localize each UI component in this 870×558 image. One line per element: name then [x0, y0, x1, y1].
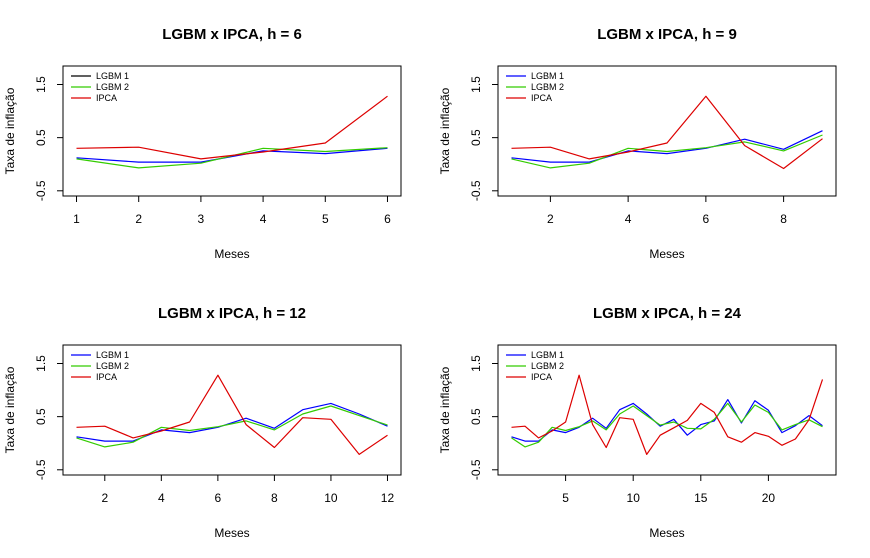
y-tick-label: 1.5 — [469, 76, 483, 93]
legend-entry: IPCA — [531, 93, 552, 103]
legend-entry: LGBM 2 — [96, 82, 129, 92]
y-axis-label: Taxa de inflação — [438, 366, 452, 453]
legend-entry: LGBM 2 — [531, 361, 564, 371]
chart-title: LGBM x IPCA, h = 12 — [158, 305, 306, 322]
chart-panel-2: LGBM x IPCA, h = 9 2 4 6 8 -0.5 0.5 1.5 Meses Tax… — [438, 26, 837, 261]
x-tick-label: 4 — [625, 212, 632, 226]
series-line-ipca — [76, 374, 388, 455]
y-tick-label: 1.5 — [469, 355, 483, 372]
x-tick-label: 10 — [627, 491, 641, 505]
x-tick-label: 8 — [271, 491, 278, 505]
x-axis-label: Meses — [214, 526, 249, 540]
chart-title: LGBM x IPCA, h = 9 — [597, 26, 737, 43]
x-tick-label: 4 — [158, 491, 165, 505]
x-tick-label: 4 — [260, 212, 267, 226]
legend-entry: LGBM 1 — [531, 350, 564, 360]
legend-entry: IPCA — [96, 372, 117, 382]
series-line-lgbm2 — [511, 402, 823, 448]
series-line-ipca — [76, 95, 388, 160]
y-tick-label: 1.5 — [34, 355, 48, 372]
x-tick-label: 20 — [762, 491, 776, 505]
plot-frame — [497, 344, 837, 476]
series-line-lgbm2 — [76, 147, 388, 169]
series-line-ipca — [511, 95, 823, 170]
legend-entry: IPCA — [96, 93, 117, 103]
legend-entry: LGBM 1 — [96, 350, 129, 360]
x-tick-label: 10 — [324, 491, 338, 505]
x-tick-label: 6 — [703, 212, 710, 226]
chart-panel-1: LGBM x IPCA, h = 6 1 2 3 4 5 6 -0.5 0.5 1.5 Meses T… — [3, 26, 402, 261]
series-line-lgbm2 — [511, 134, 823, 169]
chart-title: LGBM x IPCA, h = 6 — [162, 26, 302, 43]
x-tick-label: 12 — [381, 491, 395, 505]
y-axis-label: Taxa de inflação — [3, 87, 17, 174]
y-tick-label: -0.5 — [469, 459, 483, 480]
x-tick-label: 6 — [215, 491, 222, 505]
x-tick-label: 3 — [198, 212, 205, 226]
legend-box — [499, 67, 573, 103]
y-axis-label: Taxa de inflação — [3, 366, 17, 453]
y-tick-label: 0.5 — [34, 129, 48, 146]
x-tick-label: 2 — [547, 212, 554, 226]
series-line-lgbm1 — [511, 130, 823, 163]
x-tick-label: 2 — [135, 212, 142, 226]
y-tick-label: -0.5 — [469, 180, 483, 201]
plot-frame — [62, 344, 402, 476]
x-tick-label: 2 — [101, 491, 108, 505]
y-tick-label: -0.5 — [34, 180, 48, 201]
legend-box — [64, 346, 138, 382]
y-tick-label: 0.5 — [469, 408, 483, 425]
y-tick-label: 1.5 — [34, 76, 48, 93]
legend-entry: LGBM 2 — [96, 361, 129, 371]
series-line-lgbm2 — [76, 405, 388, 448]
series-line-ipca — [511, 374, 824, 455]
y-tick-label: 0.5 — [34, 408, 48, 425]
chart-title: LGBM x IPCA, h = 24 — [593, 305, 742, 322]
x-tick-label: 5 — [322, 212, 329, 226]
legend-entry: LGBM 2 — [531, 82, 564, 92]
chart-panel-3: LGBM x IPCA, h = 12 2 4 6 8 10 12 -0.5 0.5 1.5 Mes… — [3, 305, 402, 540]
x-tick-label: 8 — [780, 212, 787, 226]
y-tick-label: -0.5 — [34, 459, 48, 480]
x-tick-label: 1 — [73, 212, 80, 226]
x-axis-label: Meses — [214, 247, 249, 261]
x-tick-label: 5 — [562, 491, 569, 505]
legend-box — [64, 67, 138, 103]
x-tick-label: 6 — [384, 212, 391, 226]
x-tick-label: 15 — [694, 491, 708, 505]
x-axis-label: Meses — [649, 526, 684, 540]
series-line-lgbm1 — [511, 399, 823, 442]
chart-panel-4: LGBM x IPCA, h = 24 5 10 15 20 -0.5 0.5 1.5 Mese… — [438, 305, 837, 540]
plot-frame — [62, 65, 402, 197]
series-line-lgbm1 — [76, 147, 388, 163]
y-axis-label: Taxa de inflação — [438, 87, 452, 174]
series-line-lgbm1 — [76, 402, 388, 442]
x-axis-label: Meses — [649, 247, 684, 261]
legend-entry: LGBM 1 — [96, 71, 129, 81]
plot-frame — [497, 65, 837, 197]
y-tick-label: 0.5 — [469, 129, 483, 146]
legend-entry: LGBM 1 — [531, 71, 564, 81]
legend-entry: IPCA — [531, 372, 552, 382]
legend-box — [499, 346, 573, 382]
